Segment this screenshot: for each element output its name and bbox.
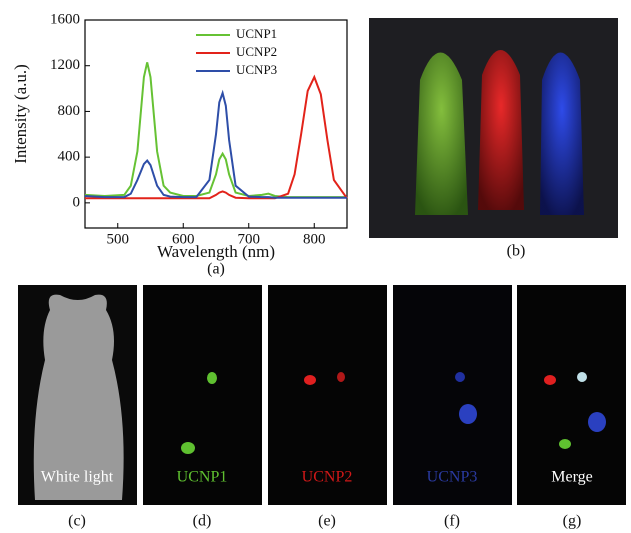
caption: White light (41, 469, 114, 486)
caption: UCNP2 (302, 469, 353, 486)
caption: UCNP3 (427, 469, 478, 486)
y-axis-label: Intensity (a.u.) (11, 64, 30, 164)
spectrum-chart: 0 400 800 1200 1600 500 600 700 800 Wavelength (n… (11, 11, 348, 278)
y-tick-label: 0 (73, 194, 81, 210)
x-tick-label: 800 (303, 231, 326, 247)
panel-label: (g) (563, 513, 582, 530)
y-tick-label: 1200 (50, 57, 80, 73)
panel-label: (c) (68, 513, 86, 530)
legend-label: UCNP1 (236, 26, 277, 41)
panel-label: (f) (444, 513, 460, 530)
legend-label: UCNP2 (236, 44, 277, 59)
legend-label: UCNP3 (236, 62, 277, 77)
y-tick-label: 1600 (50, 11, 80, 27)
y-tick-label: 800 (58, 103, 81, 119)
panel-label: (a) (207, 261, 225, 278)
series-line (85, 74, 348, 200)
panel-label: (d) (193, 513, 212, 530)
panel-label: (e) (318, 513, 336, 530)
plot-frame (84, 19, 348, 229)
panel-label: (b) (507, 243, 526, 260)
x-axis-label: Wavelength (nm) (157, 242, 275, 261)
caption: Merge (551, 469, 592, 486)
x-tick-label: 700 (238, 231, 261, 247)
x-tick-label: 600 (172, 231, 195, 247)
photo-tubes (369, 18, 618, 238)
x-tick-label: 500 (107, 231, 130, 247)
series-line (84, 89, 347, 199)
caption: UCNP1 (177, 469, 228, 486)
y-tick-label: 400 (58, 149, 81, 165)
photo-row (18, 285, 626, 505)
